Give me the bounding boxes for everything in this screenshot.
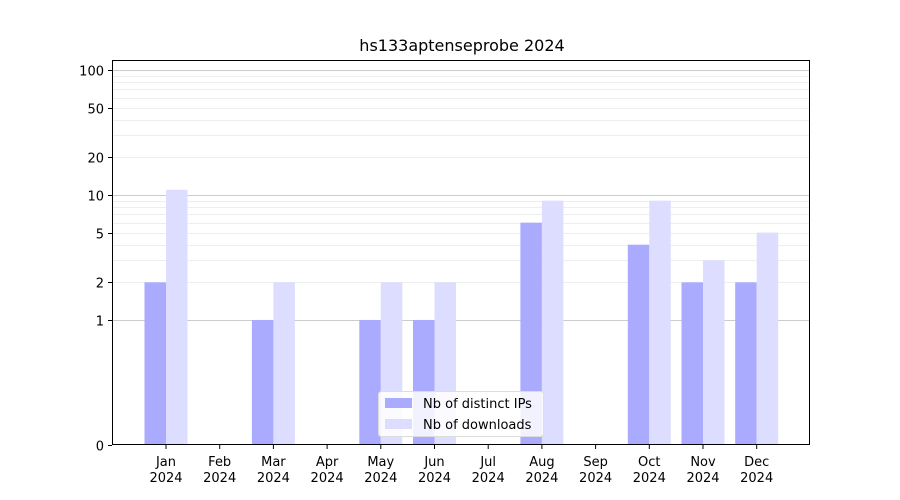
y-tick-label: 1 bbox=[96, 315, 104, 330]
x-tick-label-year: 2024 bbox=[203, 471, 236, 486]
bar bbox=[520, 222, 542, 445]
y-tick-label: 50 bbox=[87, 103, 104, 118]
x-tick-label-month: Aug bbox=[529, 455, 554, 470]
y-tick-label: 20 bbox=[87, 152, 104, 167]
legend-label: Nb of downloads bbox=[423, 418, 532, 433]
x-tick-label-month: Jul bbox=[479, 455, 496, 470]
y-tick-label: 5 bbox=[96, 228, 104, 243]
x-tick-label-month: Nov bbox=[690, 455, 716, 470]
bar bbox=[144, 282, 166, 445]
x-tick-label-month: Sep bbox=[583, 455, 608, 470]
y-tick-label: 2 bbox=[96, 277, 104, 292]
x-tick-label-year: 2024 bbox=[311, 471, 344, 486]
legend-swatch bbox=[385, 419, 412, 429]
x-tick-label-month: Apr bbox=[316, 455, 339, 470]
x-tick-label-month: May bbox=[367, 455, 394, 470]
x-tick-label-month: Jan bbox=[155, 455, 176, 470]
x-tick-label-year: 2024 bbox=[633, 471, 666, 486]
legend: Nb of distinct IPs Nb of downloads bbox=[378, 391, 544, 437]
legend-label: Nb of distinct IPs bbox=[423, 397, 532, 412]
chart-title: hs133aptenseprobe 2024 bbox=[359, 36, 564, 55]
x-tick-label-year: 2024 bbox=[472, 471, 505, 486]
y-axis: 0 1 2 5 10 20 50 100 bbox=[79, 65, 112, 455]
x-tick-label-year: 2024 bbox=[418, 471, 451, 486]
x-axis: Jan2024Feb2024Mar2024Apr2024May2024Jun20… bbox=[149, 445, 773, 486]
bar bbox=[627, 244, 650, 445]
x-tick-label-year: 2024 bbox=[257, 471, 290, 486]
bar bbox=[649, 200, 671, 445]
bar bbox=[541, 200, 564, 445]
plot-frame bbox=[112, 60, 810, 445]
legend-box bbox=[378, 391, 544, 437]
x-tick-label-month: Dec bbox=[744, 455, 769, 470]
bar bbox=[703, 260, 725, 445]
x-tick-label-year: 2024 bbox=[149, 471, 182, 486]
y-tick-label: 10 bbox=[87, 190, 104, 205]
bar bbox=[735, 282, 757, 445]
bar bbox=[681, 282, 703, 445]
bar bbox=[273, 282, 295, 445]
legend-swatch bbox=[385, 398, 412, 408]
x-tick-label-year: 2024 bbox=[525, 471, 558, 486]
x-tick-label-month: Jun bbox=[423, 455, 444, 470]
bar bbox=[756, 232, 779, 445]
x-tick-label-month: Mar bbox=[261, 455, 286, 470]
x-tick-label-month: Oct bbox=[638, 455, 660, 470]
x-tick-label-year: 2024 bbox=[740, 471, 773, 486]
bar bbox=[251, 319, 274, 445]
y-tick-label: 100 bbox=[79, 65, 104, 80]
bar bbox=[166, 189, 188, 445]
x-tick-label-year: 2024 bbox=[579, 471, 612, 486]
x-tick-label-month: Feb bbox=[208, 455, 231, 470]
x-tick-label-year: 2024 bbox=[686, 471, 719, 486]
x-tick-label-year: 2024 bbox=[364, 471, 397, 486]
gridlines bbox=[112, 70, 810, 321]
y-tick-label: 0 bbox=[96, 440, 104, 455]
bar bbox=[359, 319, 381, 445]
